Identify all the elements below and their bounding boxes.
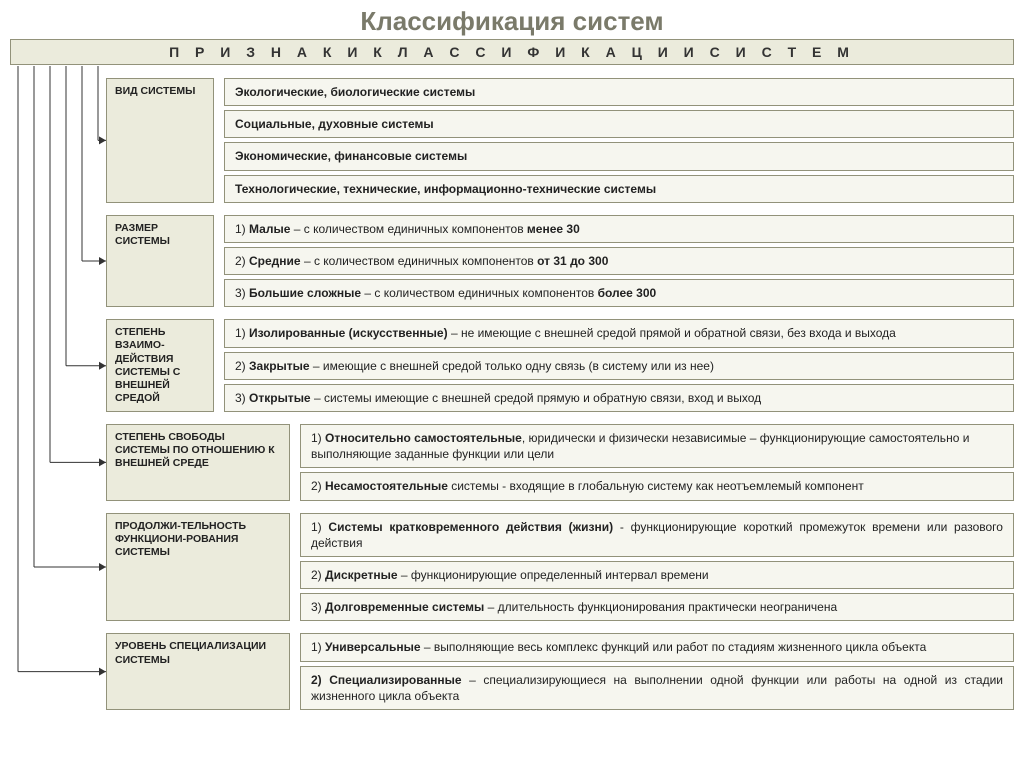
section-label: ВИД СИСТЕМЫ <box>106 78 214 203</box>
item: 2) Специализированные – специализирующие… <box>300 666 1014 710</box>
section-label: РАЗМЕР СИСТЕМЫ <box>106 215 214 308</box>
section: УРОВЕНЬ СПЕЦИАЛИЗАЦИИ СИСТЕМЫ 1) Универса… <box>106 633 1014 710</box>
item: Социальные, духовные системы <box>224 110 1014 138</box>
section: ВИД СИСТЕМЫЭкологические, биологические … <box>106 78 1014 203</box>
section: ПРОДОЛЖИ-ТЕЛЬНОСТЬ ФУНКЦИОНИ-РОВАНИЯ СИС… <box>106 513 1014 622</box>
connector-gutter <box>10 66 106 764</box>
item: 1) Малые – с количеством единичных компо… <box>224 215 1014 243</box>
item: 3) Большие сложные – с количеством едини… <box>224 279 1014 307</box>
section-items: 1) Малые – с количеством единичных компо… <box>224 215 1014 308</box>
section-items: Экологические, биологические системы Соци… <box>224 78 1014 203</box>
section: СТЕПЕНЬ ВЗАИМО-ДЕЙСТВИЯ СИСТЕМЫ С ВНЕШНЕ… <box>106 319 1014 412</box>
section-items: 1) Универсальные – выполняющие весь комп… <box>300 633 1014 710</box>
item: 1) Изолированные (искусственные) – не им… <box>224 319 1014 347</box>
item: Экологические, биологические системы <box>224 78 1014 106</box>
section-label: СТЕПЕНЬ ВЗАИМО-ДЕЙСТВИЯ СИСТЕМЫ С ВНЕШНЕ… <box>106 319 214 412</box>
section: РАЗМЕР СИСТЕМЫ 1) Малые – с количеством е… <box>106 215 1014 308</box>
page-title: Классификация систем <box>0 0 1024 39</box>
item: 1) Универсальные – выполняющие весь комп… <box>300 633 1014 661</box>
item: 2) Средние – с количеством единичных ком… <box>224 247 1014 275</box>
section-items: 1) Изолированные (искусственные) – не им… <box>224 319 1014 412</box>
sections-container: ВИД СИСТЕМЫЭкологические, биологические … <box>106 66 1014 764</box>
item: 1) Системы кратковременного действия (жи… <box>300 513 1014 557</box>
section: СТЕПЕНЬ СВОБОДЫ СИСТЕМЫ ПО ОТНОШЕНИЮ К В… <box>106 424 1014 501</box>
section-items: 1) Относительно самостоятельные, юридиче… <box>300 424 1014 501</box>
item: 2) Дискретные – функционирующие определе… <box>300 561 1014 589</box>
item: Технологические, технические, информацио… <box>224 175 1014 203</box>
connector-svg <box>10 66 106 764</box>
section-label: СТЕПЕНЬ СВОБОДЫ СИСТЕМЫ ПО ОТНОШЕНИЮ К В… <box>106 424 290 501</box>
item: 2) Несамостоятельные системы - входящие … <box>300 472 1014 500</box>
item: 2) Закрытые – имеющие с внешней средой т… <box>224 352 1014 380</box>
section-label: УРОВЕНЬ СПЕЦИАЛИЗАЦИИ СИСТЕМЫ <box>106 633 290 710</box>
item: 3) Открытые – системы имеющие с внешней … <box>224 384 1014 412</box>
item: Экономические, финансовые системы <box>224 142 1014 170</box>
diagram-content: ВИД СИСТЕМЫЭкологические, биологические … <box>10 66 1014 764</box>
item: 3) Долговременные системы – длительность… <box>300 593 1014 621</box>
header-bar: П Р И З Н А К И К Л А С С И Ф И К А Ц И … <box>10 39 1014 65</box>
item: 1) Относительно самостоятельные, юридиче… <box>300 424 1014 468</box>
section-items: 1) Системы кратковременного действия (жи… <box>300 513 1014 622</box>
section-label: ПРОДОЛЖИ-ТЕЛЬНОСТЬ ФУНКЦИОНИ-РОВАНИЯ СИС… <box>106 513 290 622</box>
